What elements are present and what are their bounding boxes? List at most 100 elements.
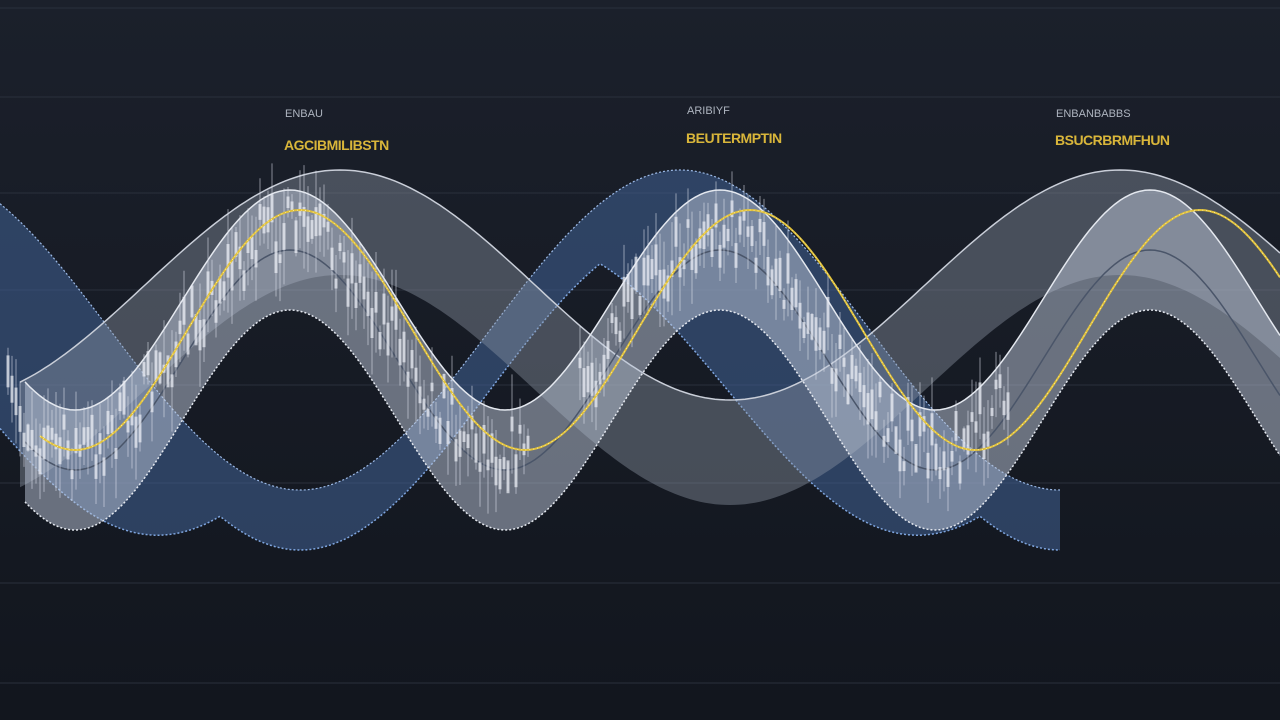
candle-body xyxy=(982,433,986,460)
candle-body xyxy=(910,419,914,442)
candle-body xyxy=(62,414,66,430)
candle-body xyxy=(750,226,754,246)
candle-body xyxy=(346,278,350,307)
candle-body xyxy=(438,417,442,444)
candle-body xyxy=(82,427,86,445)
candle-body xyxy=(622,276,626,307)
candle-body xyxy=(58,437,62,465)
candle-body xyxy=(54,433,58,450)
candle-body xyxy=(170,374,174,388)
candle-body xyxy=(966,425,970,455)
candle-body xyxy=(326,221,330,232)
label-title: BEUTERMPTIN xyxy=(686,130,782,146)
candle-body xyxy=(234,232,238,257)
candle-body xyxy=(810,313,814,340)
candle-body xyxy=(598,371,602,385)
candle-body xyxy=(994,379,998,390)
overlay-lines xyxy=(39,208,1280,452)
candle-body xyxy=(954,411,958,441)
candle-body xyxy=(230,259,234,291)
candle-body xyxy=(806,312,810,334)
candle-body xyxy=(470,415,474,430)
candle-body xyxy=(774,258,778,286)
candle-body xyxy=(114,448,118,459)
candle-body xyxy=(370,308,374,339)
candle-body xyxy=(498,459,502,490)
candle-body xyxy=(186,333,190,355)
candle-body xyxy=(206,271,210,299)
candle-body xyxy=(642,257,646,286)
label-title: AGCIBMILIBSTN xyxy=(284,137,389,153)
light-edge xyxy=(24,189,1280,411)
candle-body xyxy=(506,460,510,494)
candle-body xyxy=(894,426,898,454)
candle-body xyxy=(830,367,834,384)
candle-body xyxy=(150,391,154,413)
candle-body xyxy=(658,269,662,291)
candle-body xyxy=(318,203,322,236)
candle-body xyxy=(818,327,822,351)
candles xyxy=(6,163,1010,514)
candle-body xyxy=(686,219,690,228)
candle-body xyxy=(990,407,994,416)
candle-body xyxy=(938,466,942,480)
candle-body xyxy=(942,451,946,471)
candle-body xyxy=(674,216,678,247)
candle-body xyxy=(14,387,18,416)
candle-body xyxy=(214,300,218,323)
candle-body xyxy=(858,372,862,393)
candle-body xyxy=(274,241,278,274)
candle-body xyxy=(374,291,378,313)
candle-body xyxy=(694,244,698,274)
candle-body xyxy=(626,273,630,302)
candle-body xyxy=(846,374,850,405)
candle-body xyxy=(406,371,410,387)
candle-body xyxy=(854,365,858,382)
candle-body xyxy=(878,381,882,398)
candle-body xyxy=(654,244,658,276)
candle-body xyxy=(662,269,666,299)
caption: ENBANBABBS xyxy=(1056,108,1131,120)
candle-body xyxy=(842,357,846,367)
candle-body xyxy=(410,350,414,369)
candle-body xyxy=(254,250,258,268)
candle-body xyxy=(138,414,142,443)
candle-body xyxy=(862,385,866,408)
candle-body xyxy=(738,216,742,235)
candle-body xyxy=(882,435,886,447)
candle-body xyxy=(74,427,78,454)
candle-body xyxy=(70,469,74,480)
candle-body xyxy=(182,296,186,325)
candle-body xyxy=(6,355,10,388)
candle-body xyxy=(258,204,262,220)
candle-body xyxy=(154,350,158,382)
candle-body xyxy=(202,319,206,348)
candle-body xyxy=(646,255,650,286)
candle-body xyxy=(754,257,758,273)
candle-body xyxy=(142,362,146,377)
candle-body xyxy=(826,296,830,328)
candle-body xyxy=(478,462,482,472)
candle-body xyxy=(770,269,774,296)
candle-body xyxy=(618,330,622,342)
candle-body xyxy=(586,366,590,393)
candle-body xyxy=(758,218,762,233)
candle-body xyxy=(290,201,294,212)
candle-body xyxy=(22,432,26,447)
candle-body xyxy=(786,253,790,284)
candle-body xyxy=(118,392,122,412)
candle-body xyxy=(46,425,50,443)
candle-body xyxy=(526,435,530,450)
candle-body xyxy=(766,257,770,286)
candle-body xyxy=(30,429,34,451)
candle-body xyxy=(270,194,274,223)
candle-body xyxy=(386,322,390,356)
label-title: BSUCRBRMFHUN xyxy=(1055,132,1170,148)
candle-body xyxy=(866,393,870,425)
candle-body xyxy=(266,207,270,233)
candle-body xyxy=(146,351,150,376)
candle-body xyxy=(998,374,1002,389)
candle-body xyxy=(902,461,906,472)
candle-body xyxy=(442,373,446,399)
candle-body xyxy=(934,443,938,471)
